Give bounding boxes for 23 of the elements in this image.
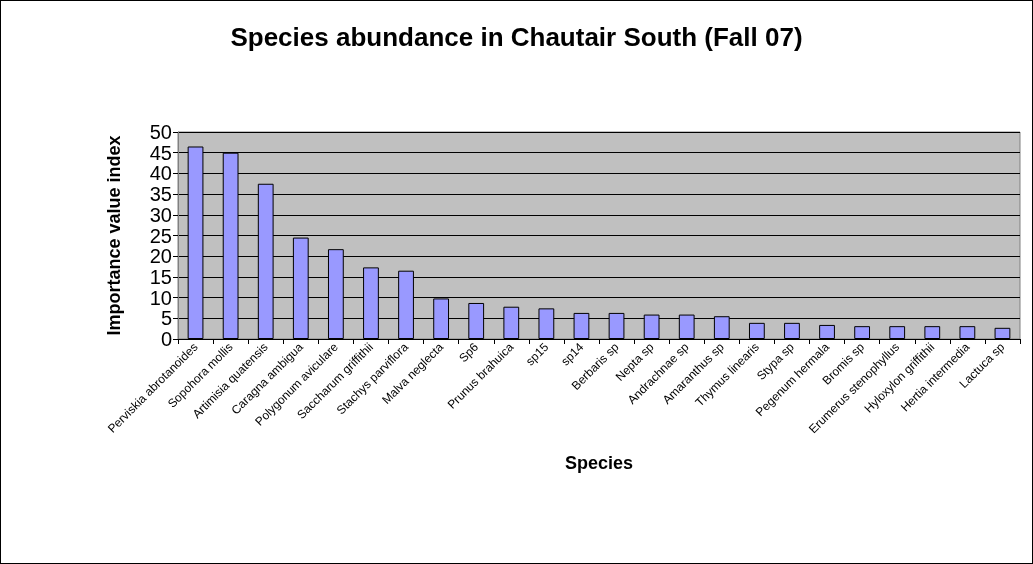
y-tick-label: 50 [149,121,172,143]
bar [784,322,800,339]
bar [994,327,1011,339]
x-axis-title: Species [564,453,634,473]
y-tick-label: 20 [149,245,172,268]
y-tick-label: 30 [149,203,172,226]
bar [854,326,871,339]
y-tick-label: 35 [149,183,172,206]
chart-title: Species abundance in Chautair South (Fall 07) [230,22,803,52]
y-tick-label: 45 [149,141,172,164]
bar [819,324,835,339]
y-axis-title: Importance value index [104,135,124,336]
bar [959,326,976,339]
y-tick-label: 15 [149,265,172,288]
y-tick-label: 5 [160,307,172,330]
bar [924,326,941,339]
bar [889,326,906,339]
y-tick-label: 40 [149,162,172,185]
x-tick-label: Sp6 [456,339,482,366]
y-tick-label: 10 [149,286,172,309]
bar [748,322,765,339]
y-tick-label: 0 [160,328,172,350]
y-tick-label: 25 [149,224,172,247]
